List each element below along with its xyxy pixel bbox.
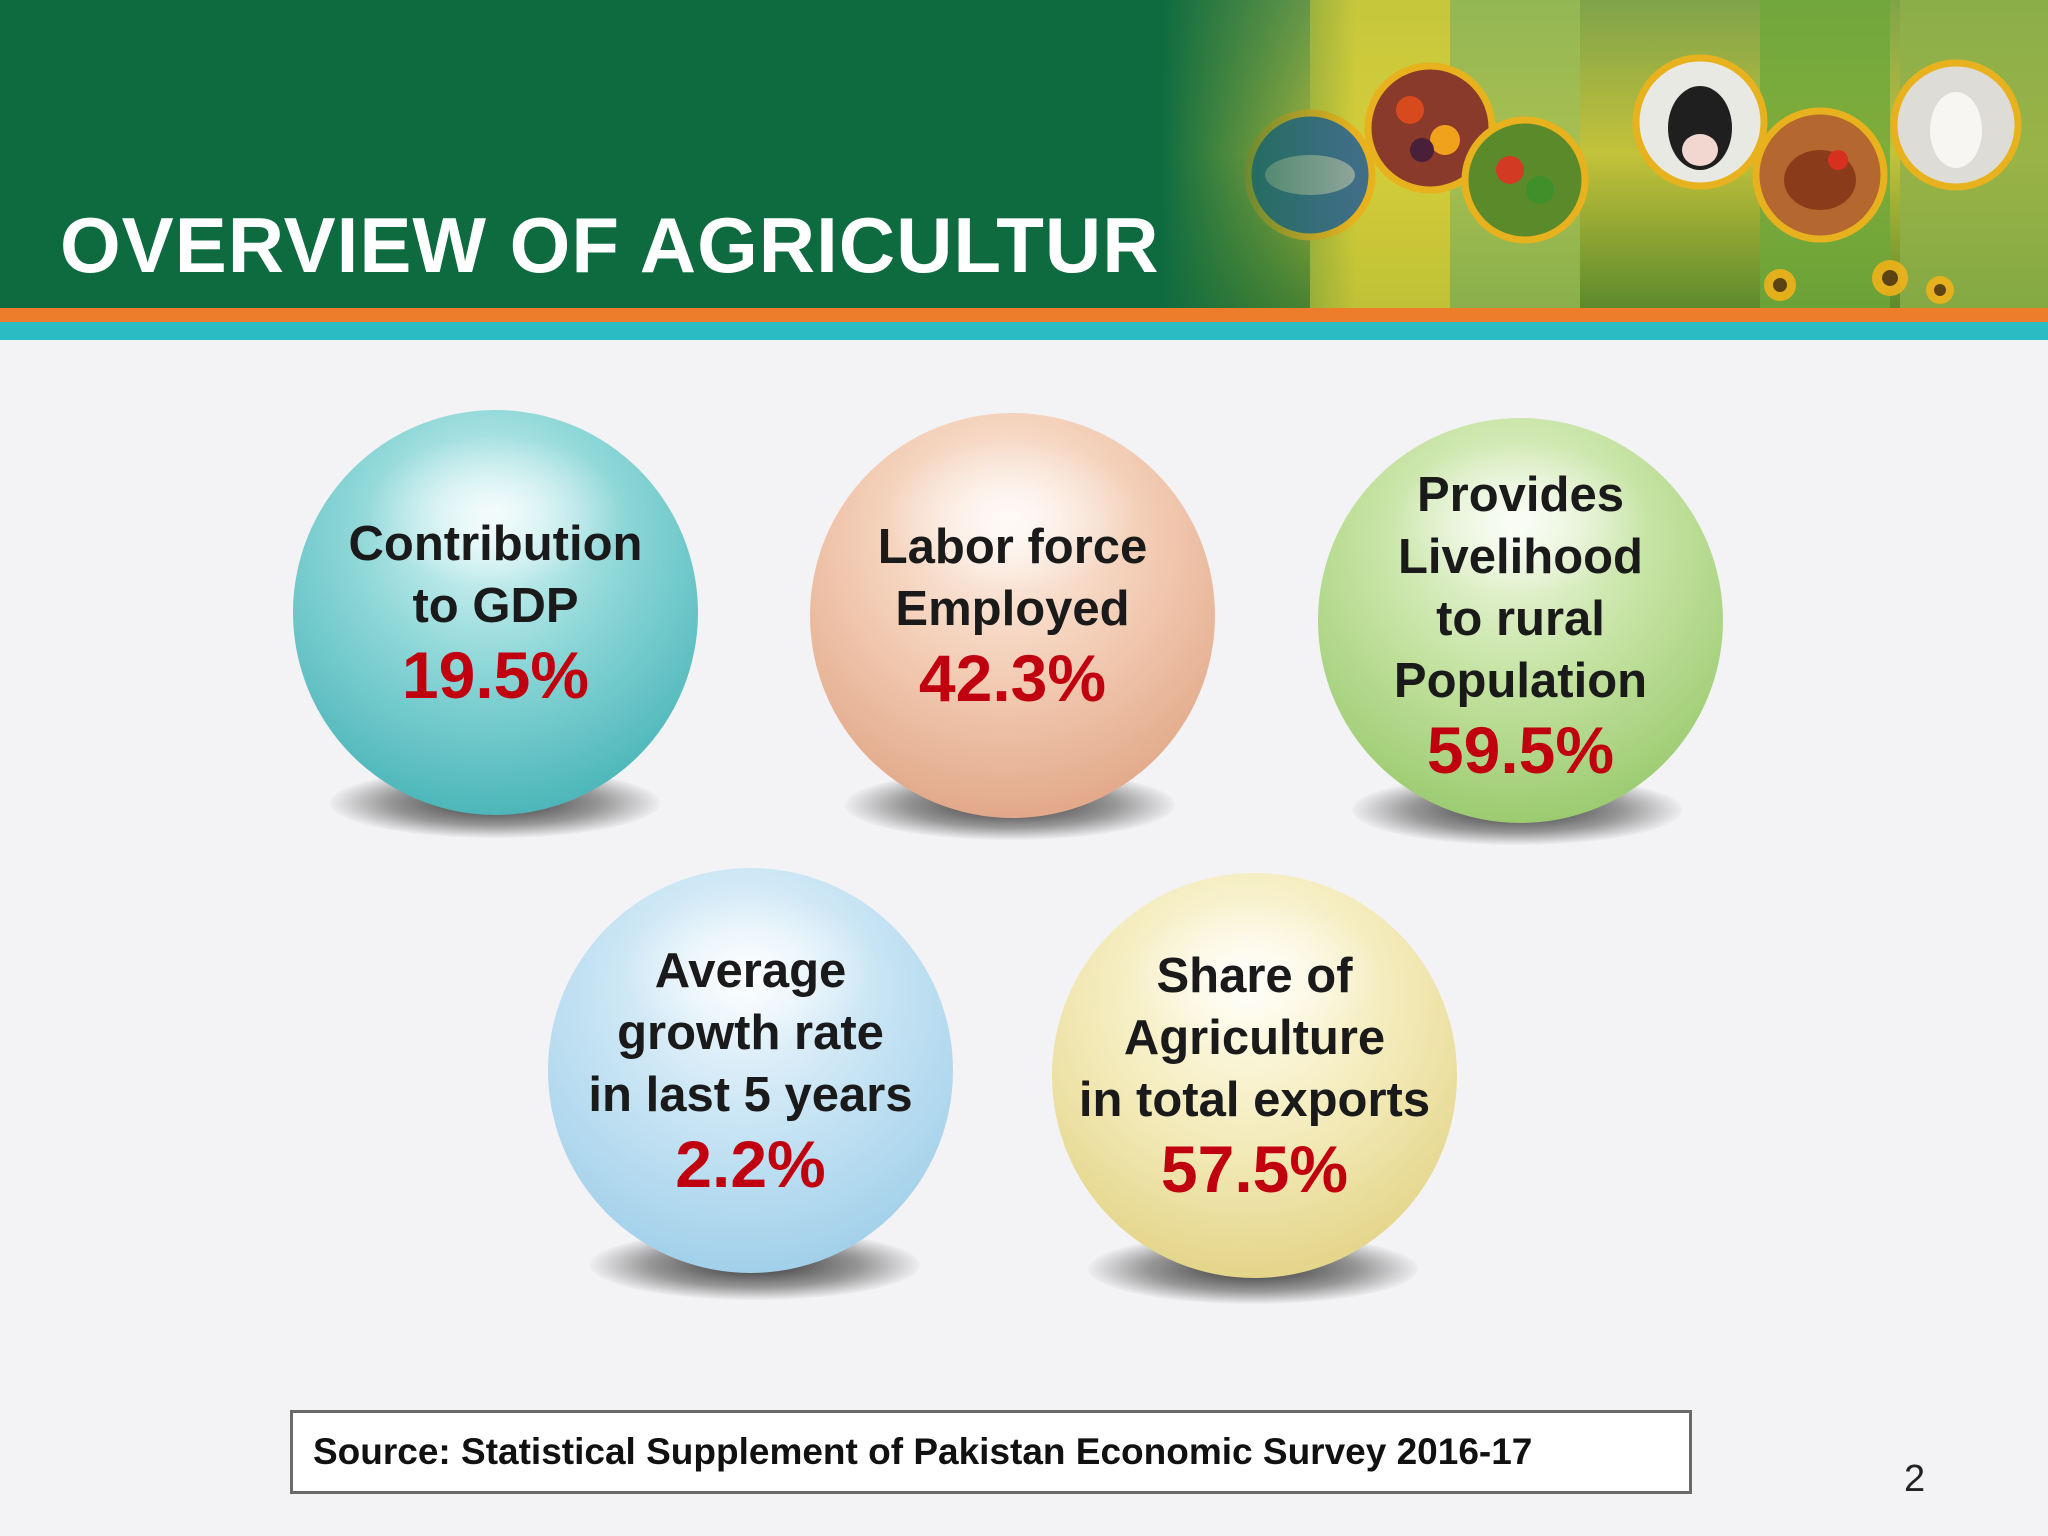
stat-value: 57.5% xyxy=(1160,1131,1349,1206)
stat-label: Share of Agriculture in total exports xyxy=(1078,948,1431,1127)
stat-value: 42.3% xyxy=(918,640,1107,715)
header-stripe-orange xyxy=(0,308,2048,322)
stat-label: Average growth rate in last 5 years xyxy=(588,943,913,1122)
page-number: 2 xyxy=(1904,1458,1926,1500)
source-box: Source: Statistical Supplement of Pakist… xyxy=(290,1410,1692,1494)
header-bar: OVERVIEW OF AGRICULTURE xyxy=(0,0,2048,308)
stat-bubble-growth: Average growth rate in last 5 years 2.2% xyxy=(548,868,953,1273)
stat-value: 19.5% xyxy=(401,637,590,712)
stat-bubble-livelihood: Provides Livelihood to rural Population … xyxy=(1318,418,1723,823)
source-citation: Source: Statistical Supplement of Pakist… xyxy=(313,1431,1533,1472)
agriculture-banner-image xyxy=(1160,0,2048,308)
stat-bubble-gdp: Contribution to GDP 19.5% xyxy=(293,410,698,815)
page-title: OVERVIEW OF AGRICULTURE xyxy=(60,201,1213,289)
stat-label: Contribution to GDP xyxy=(348,516,643,633)
header-stripe-teal xyxy=(0,322,2048,340)
stat-bubble-exports: Share of Agriculture in total exports 57… xyxy=(1052,873,1457,1278)
stat-label: Labor force Employed xyxy=(877,519,1148,636)
stat-label: Provides Livelihood to rural Population xyxy=(1393,467,1648,708)
stat-value: 2.2% xyxy=(675,1126,826,1201)
stat-bubble-labor: Labor force Employed 42.3% xyxy=(810,413,1215,818)
stat-value: 59.5% xyxy=(1426,712,1615,787)
